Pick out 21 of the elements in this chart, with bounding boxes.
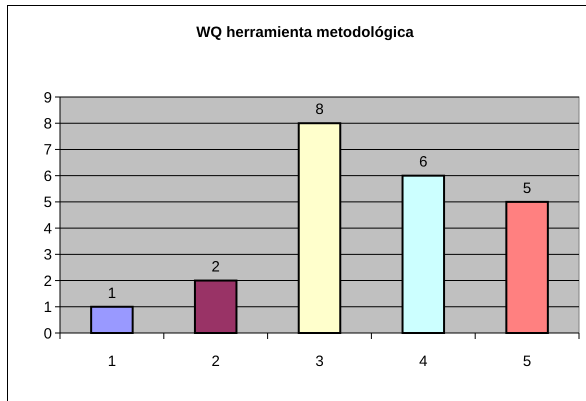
x-tick-label: 2 — [212, 353, 220, 370]
data-label: 2 — [212, 258, 220, 276]
y-tick-label: 0 — [44, 325, 52, 342]
y-tick-label: 4 — [44, 220, 52, 238]
y-tick-label: 5 — [44, 194, 52, 212]
y-tick-label: 6 — [44, 168, 52, 185]
y-tick-label: 7 — [44, 142, 52, 159]
x-tick-label: 4 — [419, 353, 428, 370]
y-tick-label: 9 — [44, 89, 52, 106]
data-label: 6 — [419, 154, 428, 171]
x-tick-label: 1 — [108, 353, 116, 370]
data-label: 8 — [315, 101, 324, 118]
x-tick-label: 3 — [315, 353, 324, 370]
data-label: 5 — [522, 180, 532, 197]
y-tick-label: 8 — [44, 115, 52, 132]
y-tick-label: 1 — [44, 299, 52, 316]
data-label: 1 — [108, 284, 116, 302]
y-tick-label: 3 — [44, 246, 52, 264]
x-tick-label: 5 — [522, 353, 532, 370]
y-tick-label: 2 — [44, 272, 52, 290]
chart-title: WQ herramienta metodológica — [196, 24, 414, 41]
